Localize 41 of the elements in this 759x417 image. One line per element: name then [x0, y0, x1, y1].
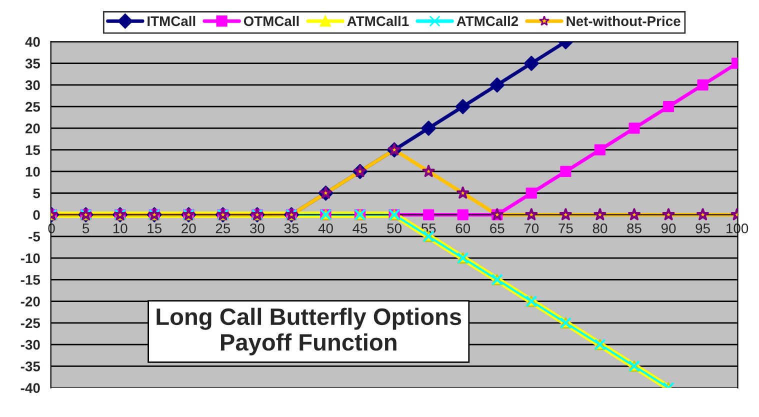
y-tick-label: 10: [26, 166, 40, 177]
legend-label: ATMCall2: [456, 16, 518, 26]
y-tick-label: -20: [20, 296, 40, 306]
y-tick-label: 0: [33, 210, 40, 220]
y-tick-label: -10: [20, 253, 40, 264]
y-tick-label: 30: [25, 80, 40, 90]
y-tick-label: -40: [20, 383, 40, 393]
y-tick-label: 40: [25, 37, 40, 47]
y-tick-label: -5: [28, 232, 40, 242]
y-tick-label: -25: [20, 318, 40, 328]
legend-label: Net-without-Price: [566, 16, 680, 26]
x-tick-label: 50: [387, 223, 402, 234]
x-tick-label: 5: [82, 224, 90, 234]
x-tick-label: 90: [661, 223, 676, 234]
y-tick-label: 5: [33, 188, 40, 198]
y-tick-label: 25: [25, 102, 40, 112]
legend-label: ITMCall: [148, 16, 196, 26]
x-tick-label: 15: [148, 224, 162, 234]
y-tick-label: 35: [25, 58, 40, 69]
y-tick-label: -35: [20, 362, 40, 372]
x-tick-label: 70: [524, 223, 539, 234]
x-tick-label: 10: [113, 223, 128, 234]
y-tick-label: -15: [20, 275, 40, 285]
x-tick-label: 65: [490, 223, 504, 234]
x-tick-label: 40: [318, 223, 333, 234]
y-tick-label: 15: [26, 145, 40, 156]
legend-label: ATMCall1: [347, 16, 409, 26]
text: Long Call Butterfly Options Payoff Function: [156, 308, 462, 356]
x-tick-label: 75: [558, 224, 573, 234]
x-tick-label: 45: [352, 224, 368, 234]
y-tick-label: 20: [25, 124, 40, 134]
x-tick-label: 60: [456, 223, 470, 234]
x-tick-label: 20: [182, 223, 196, 234]
x-tick-label: 25: [216, 223, 230, 234]
x-tick-label: 95: [696, 223, 710, 234]
y-tick-label: -30: [20, 340, 40, 350]
x-tick-label: 35: [284, 223, 299, 234]
x-tick-label: 80: [592, 223, 608, 234]
legend-label: OTMCall: [244, 16, 299, 26]
x-tick-label: 85: [627, 223, 642, 234]
x-tick-label: 30: [250, 223, 264, 234]
